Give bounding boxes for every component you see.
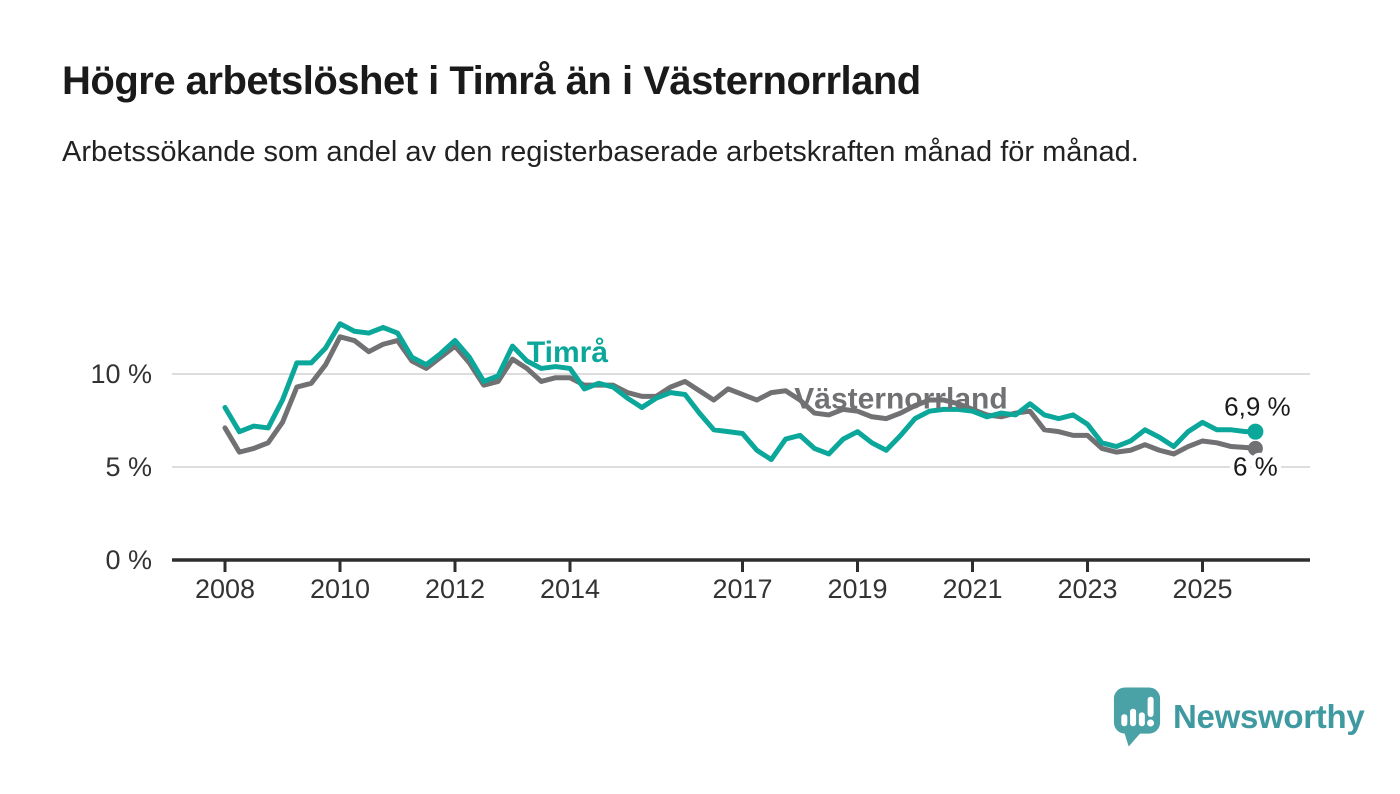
x-tick-label: 2023 bbox=[1057, 574, 1117, 604]
page-title: Högre arbetslöshet i Timrå än i Västerno… bbox=[62, 59, 921, 103]
y-tick-label: 0 % bbox=[105, 545, 152, 575]
series-line-Västernorrland bbox=[222, 334, 1258, 457]
x-tick-label: 2010 bbox=[310, 574, 370, 604]
x-tick-label: 2025 bbox=[1172, 574, 1232, 604]
x-tick-label: 2012 bbox=[425, 574, 485, 604]
series-label-Västernorrland: Västernorrland bbox=[794, 382, 1007, 415]
y-tick-label: 5 % bbox=[105, 452, 152, 482]
end-label-Timrå: 6,9 % bbox=[1224, 392, 1291, 422]
bar-chart-marker-icon bbox=[1113, 687, 1161, 747]
chart-header: Högre arbetslöshet i Timrå än i Västerno… bbox=[62, 58, 1322, 175]
brand-footer: Newsworthy bbox=[1113, 686, 1365, 748]
x-tick-label: 2008 bbox=[195, 574, 255, 604]
y-tick-label: 10 % bbox=[90, 359, 152, 389]
x-tick-label: 2017 bbox=[712, 574, 772, 604]
x-tick-label: 2019 bbox=[827, 574, 887, 604]
end-dot-Timrå bbox=[1247, 423, 1264, 440]
end-dot-Västernorrland bbox=[1247, 440, 1263, 456]
x-tick-label: 2014 bbox=[540, 574, 600, 604]
chart-subtitle: Arbetssökande som andel av den registerb… bbox=[62, 136, 1139, 169]
x-tick-label: 2021 bbox=[942, 574, 1002, 604]
end-label-Västernorrland: 6 % bbox=[1233, 451, 1278, 481]
series-label-Timrå: Timrå bbox=[527, 336, 608, 369]
brand-name: Newsworthy bbox=[1173, 698, 1365, 735]
series-line-Timrå bbox=[222, 321, 1258, 463]
